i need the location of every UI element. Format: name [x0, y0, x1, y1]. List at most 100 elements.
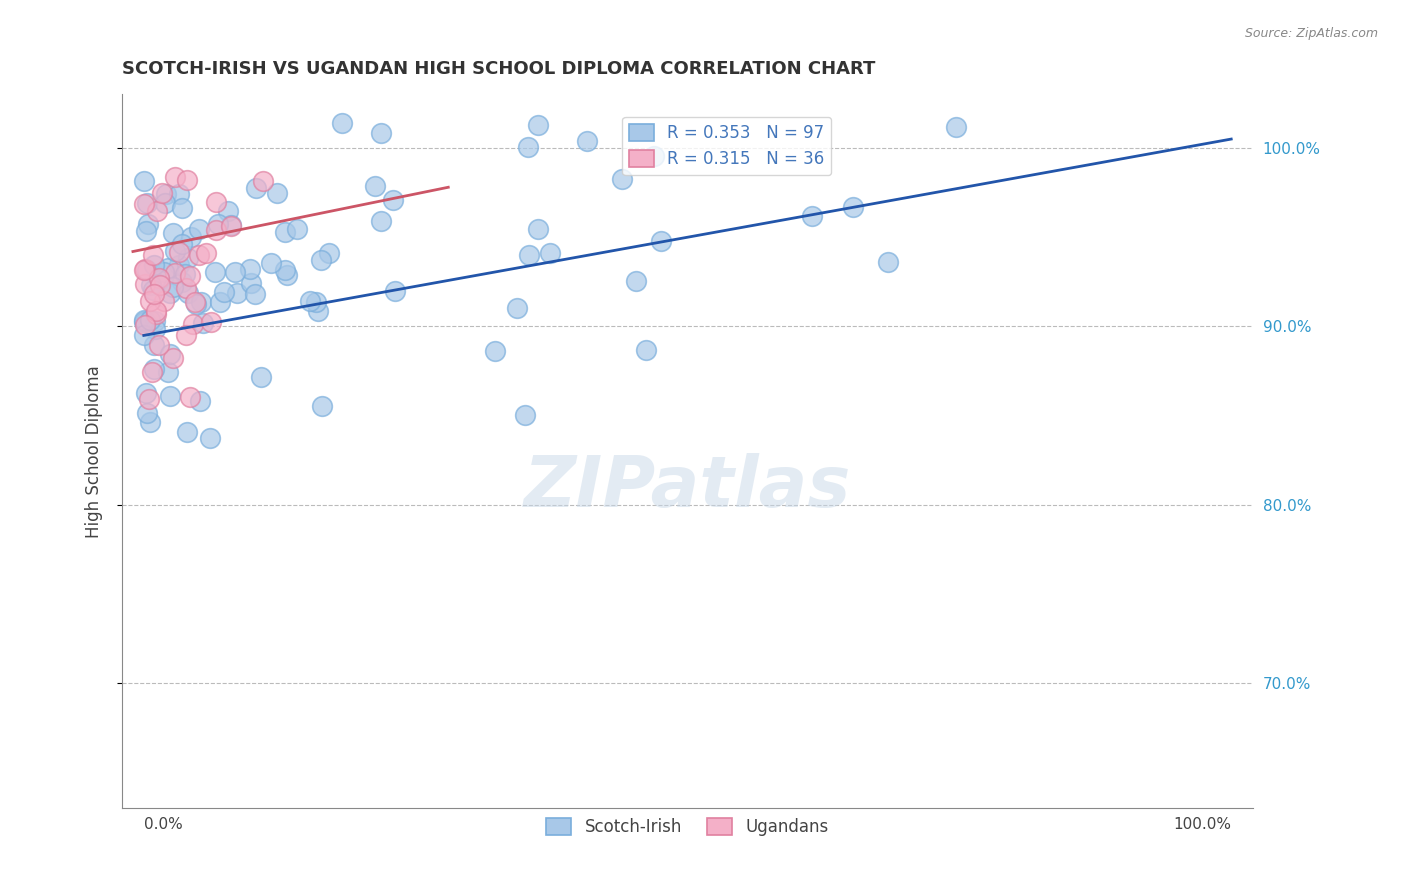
Point: [132, 263, 155, 277]
Point: [219, 219, 242, 233]
Point: [135, 224, 157, 238]
Point: [132, 315, 155, 329]
Point: [146, 203, 169, 218]
Point: [266, 186, 288, 201]
Point: [139, 415, 162, 429]
Point: [643, 149, 665, 163]
Point: [139, 313, 162, 327]
Point: [527, 221, 550, 235]
Point: [274, 225, 297, 239]
Point: [150, 186, 173, 200]
Point: [179, 390, 201, 404]
Point: [260, 256, 283, 270]
Point: [318, 246, 340, 260]
Text: SCOTCH-IRISH VS UGANDAN HIGH SCHOOL DIPLOMA CORRELATION CHART: SCOTCH-IRISH VS UGANDAN HIGH SCHOOL DIPL…: [122, 60, 876, 78]
Point: [842, 200, 865, 214]
Point: [174, 327, 197, 342]
Point: [162, 227, 184, 241]
Point: [513, 408, 536, 422]
Point: [165, 170, 187, 185]
Point: [217, 203, 239, 218]
Point: [287, 222, 309, 236]
Point: [250, 369, 273, 384]
Point: [205, 194, 228, 209]
Point: [153, 265, 176, 279]
Point: [205, 223, 228, 237]
Point: [163, 244, 186, 259]
Point: [176, 425, 198, 440]
Point: [170, 201, 193, 215]
Point: [298, 293, 321, 308]
Point: [155, 187, 177, 202]
Point: [188, 222, 211, 236]
Point: [134, 261, 156, 276]
Point: [239, 262, 262, 277]
Point: [332, 116, 354, 130]
Point: [624, 274, 647, 288]
Point: [204, 265, 226, 279]
Point: [157, 261, 180, 276]
Point: [163, 266, 186, 280]
Point: [132, 313, 155, 327]
Point: [364, 179, 387, 194]
Point: [162, 351, 184, 365]
Point: [484, 344, 506, 359]
Point: [384, 284, 406, 298]
Point: [190, 294, 212, 309]
Point: [224, 265, 246, 279]
Legend: Scotch-Irish, Ugandans: Scotch-Irish, Ugandans: [540, 812, 835, 843]
Point: [176, 173, 198, 187]
Point: [198, 431, 221, 445]
Point: [135, 263, 157, 277]
Point: [309, 252, 332, 267]
Point: [519, 248, 541, 262]
Point: [135, 406, 157, 420]
Point: [167, 245, 190, 260]
Point: [149, 278, 172, 293]
Point: [145, 307, 167, 321]
Point: [184, 297, 207, 311]
Point: [370, 127, 392, 141]
Point: [136, 218, 159, 232]
Point: [212, 285, 235, 300]
Point: [634, 343, 657, 357]
Text: Source: ZipAtlas.com: Source: ZipAtlas.com: [1244, 27, 1378, 40]
Point: [184, 295, 207, 310]
Point: [176, 280, 198, 294]
Point: [200, 315, 222, 329]
Point: [141, 283, 163, 297]
Point: [159, 347, 181, 361]
Point: [159, 285, 181, 300]
Point: [311, 399, 333, 413]
Point: [170, 275, 193, 289]
Point: [181, 317, 204, 331]
Point: [610, 172, 633, 186]
Point: [219, 219, 242, 233]
Point: [152, 294, 174, 309]
Point: [575, 134, 598, 148]
Point: [245, 180, 267, 194]
Point: [132, 174, 155, 188]
Point: [142, 248, 165, 262]
Point: [143, 258, 166, 272]
Point: [381, 193, 404, 207]
Point: [162, 280, 184, 294]
Point: [207, 217, 229, 231]
Point: [252, 174, 274, 188]
Point: [153, 195, 176, 210]
Point: [142, 338, 165, 352]
Point: [506, 301, 529, 315]
Point: [143, 362, 166, 376]
Point: [180, 229, 202, 244]
Point: [167, 258, 190, 272]
Point: [134, 277, 156, 292]
Point: [191, 316, 214, 330]
Point: [194, 245, 217, 260]
Point: [132, 197, 155, 211]
Point: [174, 267, 197, 281]
Point: [370, 213, 392, 227]
Point: [134, 318, 156, 332]
Point: [187, 247, 209, 261]
Point: [239, 276, 262, 290]
Point: [305, 294, 328, 309]
